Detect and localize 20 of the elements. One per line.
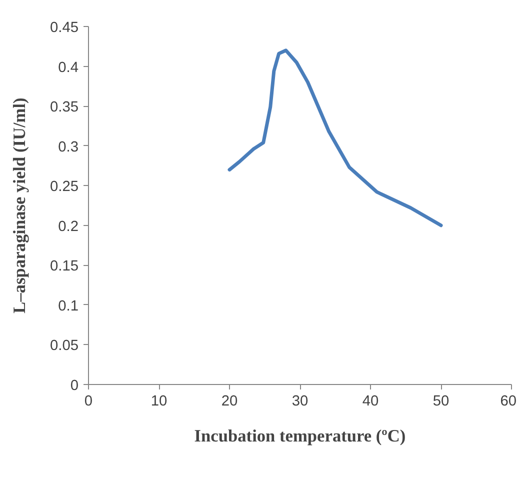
x-tick-label: 20 (221, 394, 238, 410)
x-tick-label: 10 (150, 394, 168, 410)
y-tick-label: 0.2 (58, 218, 78, 235)
x-axis-title: Incubation temperature (ºC) (194, 426, 406, 446)
y-tick-label: 0.45 (50, 20, 79, 36)
x-tick-label: 30 (292, 394, 308, 410)
y-tick-label: 0.05 (50, 338, 79, 354)
y-axis-title: L–asparaginase yield (IU/ml) (10, 97, 29, 314)
x-tick-label: 0 (84, 394, 93, 410)
y-tick-label: 0 (70, 378, 79, 394)
y-tick-label: 0.4 (58, 60, 78, 76)
y-tick-label: 0.25 (50, 179, 79, 196)
y-tick-label: 0.1 (58, 298, 78, 314)
y-tick-label: 0.35 (50, 100, 79, 116)
x-tick-label: 60 (500, 394, 517, 410)
line-series (228, 48, 443, 228)
y-tick-label: 0.3 (58, 139, 78, 156)
x-tick-label: 50 (432, 394, 450, 410)
x-tick-label: 40 (362, 394, 379, 410)
y-tick-label: 0.15 (50, 258, 79, 275)
